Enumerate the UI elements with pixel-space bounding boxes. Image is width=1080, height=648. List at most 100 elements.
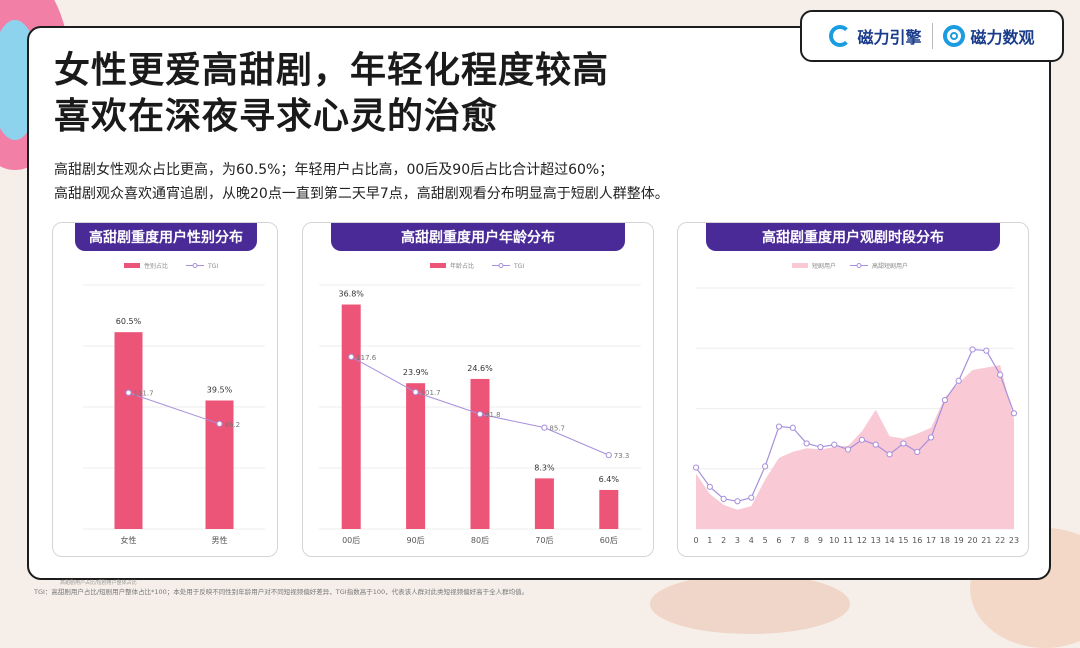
tgi-value-label: 117.6 xyxy=(356,354,377,362)
x-tick-label: 14 xyxy=(884,536,894,545)
x-tick-label: 6 xyxy=(776,536,781,545)
x-tick-label: 80后 xyxy=(471,535,489,545)
brand-logos: 磁力引擎 磁力数观 xyxy=(800,10,1064,62)
x-tick-label: 70后 xyxy=(535,535,553,545)
x-tick-label: 16 xyxy=(912,536,922,545)
x-tick-label: 10 xyxy=(829,536,839,545)
gender-chart: 性别占比 TGI 60.5% 女性 39.5% 男性 111.7 86.2 xyxy=(83,262,265,545)
sweet-drama-point xyxy=(969,346,976,353)
x-tick-label: 00后 xyxy=(342,535,360,545)
sweet-drama-point xyxy=(872,441,879,448)
x-tick-label: 18 xyxy=(940,536,950,545)
tgi-point xyxy=(125,389,132,396)
gender-chart-panel: 高甜剧重度用户性别分布 性别占比 TGI 60.5% 女性 39.5% 男性 111.7 86… xyxy=(52,222,278,557)
bar-value-label: 60.5% xyxy=(116,317,142,326)
cili-engine-logo-icon xyxy=(829,25,852,47)
short-drama-users-area xyxy=(696,365,1014,529)
tgi-point xyxy=(541,424,548,431)
footnote-text: TGI：高甜剧用户占比/短剧用户整体占比*100；本处用于反映不同性别年龄用户对… xyxy=(34,588,529,596)
x-tick-label: 4 xyxy=(749,536,754,545)
x-tick-label: 7 xyxy=(790,536,795,545)
footnote: 高甜剧用户占比/短剧用户整体占比 TGI：高甜剧用户占比/短剧用户整体占比*10… xyxy=(34,580,529,596)
sweet-drama-point xyxy=(748,494,755,501)
x-tick-label: 2 xyxy=(721,536,726,545)
gender-chart-title: 高甜剧重度用户性别分布 xyxy=(75,223,257,251)
x-tick-label: 12 xyxy=(857,536,867,545)
brand-logo-2-text: 磁力数观 xyxy=(970,28,1035,47)
sweet-drama-point xyxy=(734,498,741,505)
sweet-drama-point xyxy=(789,424,796,431)
tgi-value-label: 73.3 xyxy=(614,452,630,460)
x-tick-label: 23 xyxy=(1009,536,1019,545)
x-tick-label: 17 xyxy=(926,536,936,545)
sweet-drama-point xyxy=(914,448,921,455)
tgi-point xyxy=(605,452,612,459)
x-tick-label: 19 xyxy=(954,536,964,545)
sweet-drama-point xyxy=(941,396,948,404)
x-tick-label: 11 xyxy=(843,536,853,545)
tgi-line xyxy=(128,392,220,425)
x-tick-label: 女性 xyxy=(121,535,137,545)
x-tick-label: 21 xyxy=(981,536,991,545)
legend-swatch-bar xyxy=(430,263,446,268)
sweet-drama-point xyxy=(927,434,935,441)
time-chart-panel: 高甜剧重度用户观剧时段分布 短剧用户 高甜短剧用户 0 1 2 3 4 5 6 7 8 9 10 11 12… xyxy=(677,222,1029,557)
bar-value-label: 39.5% xyxy=(207,385,233,394)
sweet-drama-point xyxy=(831,441,838,448)
bar xyxy=(406,383,426,529)
age-chart: 年龄占比 TGI 36.8% 00后 23.9% 90后 24.6% 80后 8.3% 70后 6.… xyxy=(319,262,641,545)
sweet-drama-point xyxy=(692,464,700,471)
tgi-point xyxy=(412,389,419,396)
tgi-value-label: 101.7 xyxy=(421,389,441,397)
x-tick-label: 20 xyxy=(967,536,977,545)
tgi-value-label: 85.7 xyxy=(549,425,565,433)
bar xyxy=(534,478,554,529)
page-title-line-1: 女性更爱高甜剧，年轻化程度较高 xyxy=(54,50,610,91)
x-tick-label: 8 xyxy=(804,536,809,545)
legend-swatch-marker xyxy=(498,263,504,268)
sweet-drama-point xyxy=(858,436,866,443)
age-chart-panel: 高甜剧重度用户年龄分布 年龄占比 TGI 36.8% 00后 23.9% 90后 24.6%… xyxy=(302,222,654,557)
sweet-drama-point xyxy=(706,483,713,490)
x-tick-label: 13 xyxy=(871,536,881,545)
bar xyxy=(341,304,361,529)
bar-value-label: 23.9% xyxy=(403,368,429,377)
description-line-1: 高甜剧女性观众占比更高，为60.5%；年轻用户占比高，00后及90后占比合计超过… xyxy=(54,162,614,178)
tgi-value-label: 91.8 xyxy=(485,411,501,419)
x-tick-label: 9 xyxy=(818,536,823,545)
footnote-formula: 高甜剧用户占比/短剧用户整体占比 xyxy=(60,580,137,586)
legend-swatch-marker xyxy=(856,263,862,268)
sweet-drama-point xyxy=(983,347,990,354)
x-tick-label: 1 xyxy=(707,536,712,545)
age-chart-title: 高甜剧重度用户年龄分布 xyxy=(331,223,625,251)
tgi-value-label: 111.7 xyxy=(134,390,154,398)
bar-value-label: 24.6% xyxy=(467,364,493,373)
legend-swatch-marker xyxy=(192,263,198,268)
tgi-point xyxy=(216,420,223,427)
brand-logo-cili-data: 磁力数观 xyxy=(942,24,1035,48)
sweet-drama-point xyxy=(844,446,852,453)
sweet-drama-point xyxy=(997,371,1004,378)
description: 高甜剧女性观众占比更高，为60.5%；年轻用户占比高，00后及90后占比合计超过… xyxy=(54,158,669,206)
brand-logo-cili-engine: 磁力引擎 xyxy=(829,24,922,48)
sweet-drama-point xyxy=(762,463,769,470)
sweet-drama-point xyxy=(817,443,824,451)
x-tick-label: 90后 xyxy=(407,535,425,545)
x-tick-label: 60后 xyxy=(600,535,618,545)
bar xyxy=(470,378,490,529)
x-tick-label: 5 xyxy=(763,536,768,545)
sweet-drama-point xyxy=(1010,410,1018,417)
legend-swatch-bar xyxy=(124,263,140,268)
time-chart-title: 高甜剧重度用户观剧时段分布 xyxy=(706,223,1000,251)
legend-label: 年龄占比 xyxy=(450,262,474,270)
decoration-peach-shape-2 xyxy=(650,574,850,634)
brand-logo-1-text: 磁力引擎 xyxy=(857,28,922,47)
page-title-line-2: 喜欢在深夜寻求心灵的治愈 xyxy=(54,96,499,137)
sweet-drama-point xyxy=(900,440,907,447)
bar xyxy=(114,332,143,529)
sweet-drama-point xyxy=(775,423,783,430)
tgi-value-label: 86.2 xyxy=(225,421,241,429)
sweet-drama-point xyxy=(720,495,727,502)
bar xyxy=(205,400,234,529)
